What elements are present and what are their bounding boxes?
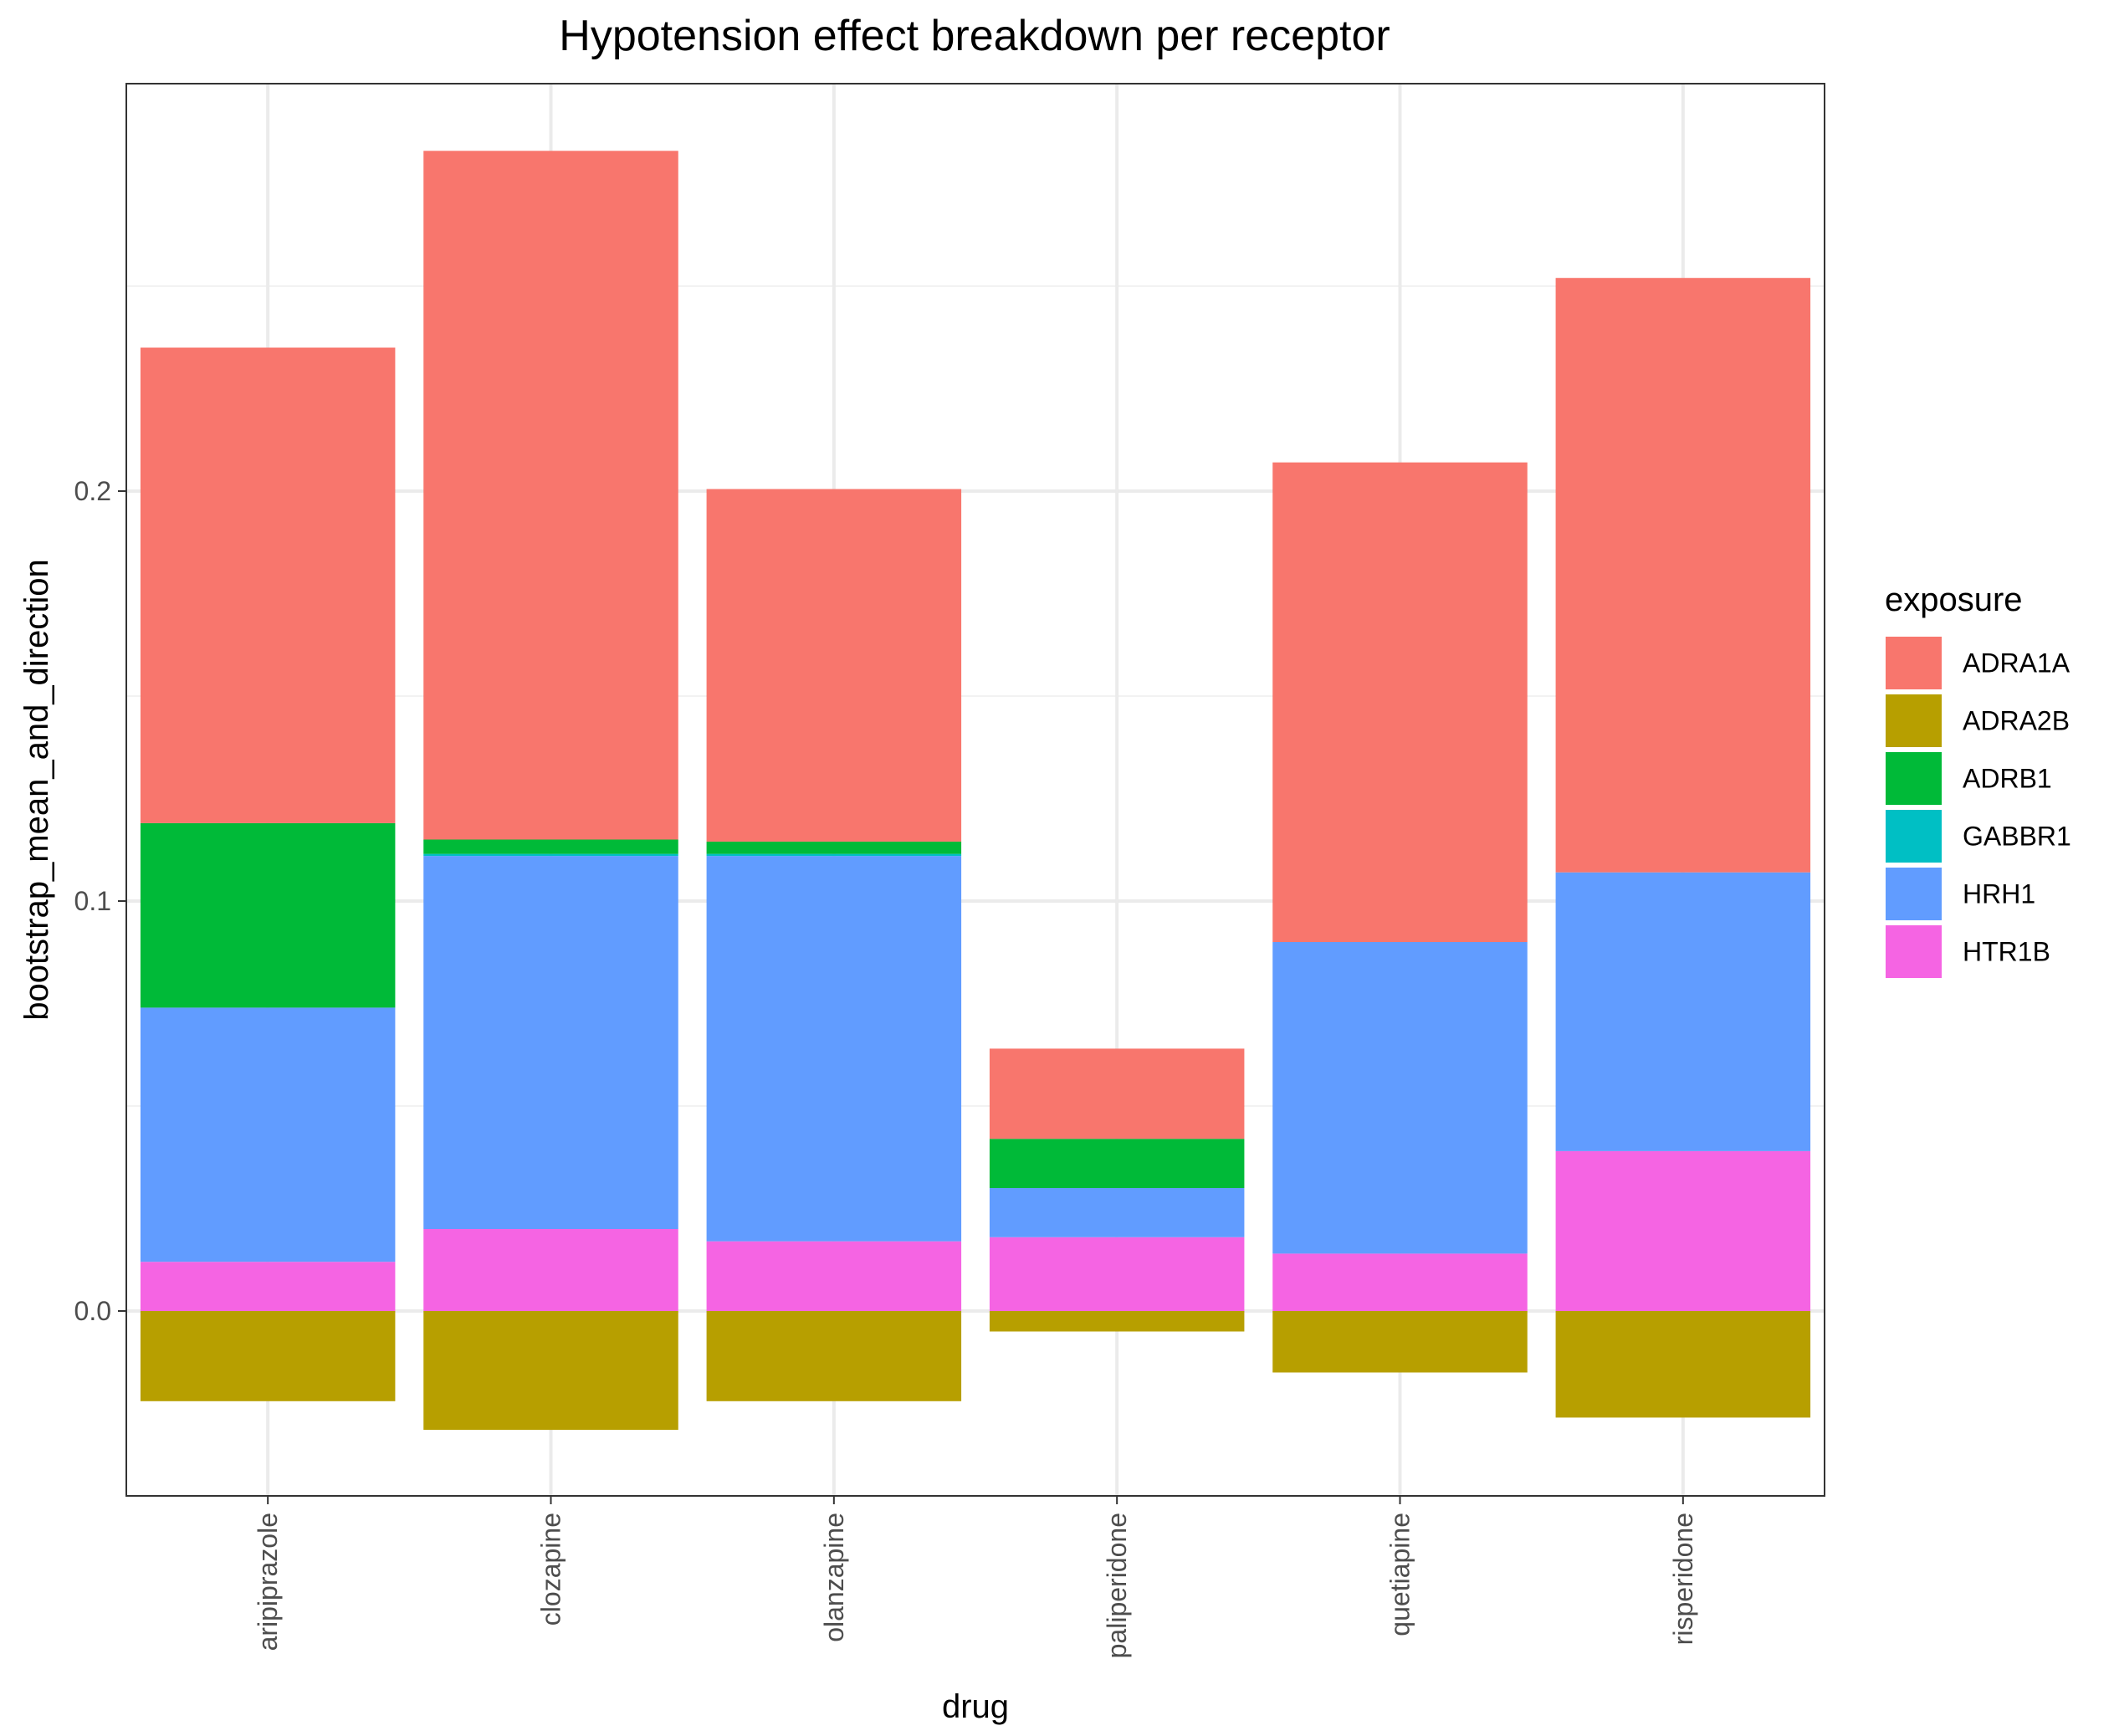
x-axis-label: drug <box>942 1688 1009 1725</box>
bar-clozapine-ADRA2B <box>423 1311 678 1431</box>
legend-label-ADRA2B: ADRA2B <box>1963 706 2070 736</box>
bar-paliperidone-ADRA2B <box>989 1311 1245 1332</box>
x-axis: aripiprazole clozapine olanzapine paliperid… <box>253 1496 1698 1658</box>
legend-key-GABBR1 <box>1884 808 1943 864</box>
bar-clozapine-GABBR1 <box>423 853 678 857</box>
bar-risperidone-HRH1 <box>1555 872 1811 1151</box>
legend-key-ADRA2B <box>1884 693 1943 749</box>
legend-label-ADRA1A: ADRA1A <box>1963 648 2070 679</box>
y-tick-label: 0.0 <box>74 1296 111 1326</box>
x-tick-label: paliperidone <box>1102 1513 1132 1658</box>
panel-border <box>125 83 1825 1497</box>
bar-olanzapine-ADRA2B <box>706 1311 962 1401</box>
bar-aripiprazole-ADRB1 <box>140 822 396 1008</box>
bar-quetiapine-ADRA1A <box>1272 462 1528 942</box>
legend-label-HRH1: HRH1 <box>1963 879 2035 909</box>
legend-label-GABBR1: GABBR1 <box>1963 822 2071 852</box>
bar-quetiapine-HTR1B <box>1272 1253 1528 1311</box>
legend: exposure ADRA1A ADRA2B ADRB1 GABBR1 HRH1 HTR1… <box>1884 581 2071 980</box>
bar-paliperidone-HTR1B <box>989 1237 1245 1311</box>
x-tick-label: risperidone <box>1668 1513 1698 1645</box>
bar-olanzapine-HTR1B <box>706 1241 962 1311</box>
x-tick-label: quetiapine <box>1385 1513 1415 1636</box>
bar-aripiprazole-ADRA2B <box>140 1311 396 1401</box>
chart-title: Hypotension effect breakdown per recepto… <box>559 12 1390 60</box>
bars <box>140 151 1811 1431</box>
bar-olanzapine-HRH1 <box>706 856 962 1242</box>
legend-key-HRH1 <box>1884 866 1943 922</box>
bar-clozapine-HTR1B <box>423 1229 678 1311</box>
y-tick-label: 0.1 <box>74 886 111 916</box>
x-tick-label: aripiprazole <box>253 1513 283 1651</box>
x-tick-label: olanzapine <box>819 1513 849 1642</box>
grid-minor <box>126 285 1825 1107</box>
bar-paliperidone-ADRB1 <box>989 1139 1245 1188</box>
x-tick-label: clozapine <box>536 1513 566 1626</box>
y-axis-label: bootstrap_mean_and_direction <box>18 559 55 1021</box>
bar-clozapine-ADRA1A <box>423 151 678 840</box>
legend-label-ADRB1: ADRB1 <box>1963 764 2052 794</box>
bar-clozapine-ADRB1 <box>423 839 678 854</box>
bar-aripiprazole-HTR1B <box>140 1262 396 1311</box>
y-axis: 0.0 0.1 0.2 <box>74 476 126 1326</box>
legend-key-ADRA1A <box>1884 635 1943 691</box>
bar-quetiapine-ADRA2B <box>1272 1311 1528 1373</box>
bar-olanzapine-GABBR1 <box>706 853 962 857</box>
bar-risperidone-HTR1B <box>1555 1150 1811 1311</box>
legend-key-ADRB1 <box>1884 750 1943 807</box>
legend-title: exposure <box>1885 581 2023 618</box>
bar-olanzapine-ADRB1 <box>706 841 962 854</box>
bar-olanzapine-ADRA1A <box>706 489 962 842</box>
legend-key-HTR1B <box>1884 924 1943 980</box>
bar-paliperidone-HRH1 <box>989 1188 1245 1237</box>
y-tick-label: 0.2 <box>74 476 111 506</box>
bar-risperidone-ADRA1A <box>1555 278 1811 873</box>
bar-risperidone-ADRA2B <box>1555 1311 1811 1418</box>
bar-paliperidone-ADRA1A <box>989 1048 1245 1139</box>
bar-aripiprazole-ADRA1A <box>140 347 396 823</box>
legend-label-HTR1B: HTR1B <box>1963 937 2050 967</box>
bar-aripiprazole-HRH1 <box>140 1007 396 1262</box>
bar-quetiapine-HRH1 <box>1272 942 1528 1254</box>
bar-clozapine-HRH1 <box>423 856 678 1229</box>
